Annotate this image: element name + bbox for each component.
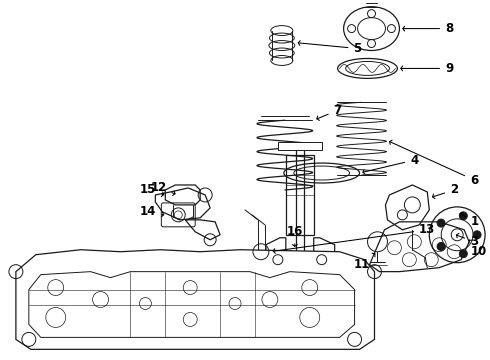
Polygon shape xyxy=(16,250,374,349)
Text: 16: 16 xyxy=(287,225,303,246)
Text: 9: 9 xyxy=(401,62,453,75)
Circle shape xyxy=(437,219,445,227)
Circle shape xyxy=(459,250,467,258)
Circle shape xyxy=(459,212,467,220)
Text: 11: 11 xyxy=(353,253,375,271)
Circle shape xyxy=(437,243,445,251)
Text: 8: 8 xyxy=(403,22,453,35)
Text: 1: 1 xyxy=(460,212,479,228)
Text: 10: 10 xyxy=(469,240,487,258)
Bar xyxy=(286,155,314,235)
Text: 14: 14 xyxy=(140,205,164,219)
Text: 15: 15 xyxy=(140,184,164,197)
Text: 5: 5 xyxy=(298,41,362,55)
Text: 4: 4 xyxy=(363,154,418,174)
Text: 6: 6 xyxy=(390,140,478,186)
Bar xyxy=(278,142,322,150)
Text: 12: 12 xyxy=(150,181,175,195)
Circle shape xyxy=(473,231,481,239)
Text: 2: 2 xyxy=(433,184,458,199)
Text: 7: 7 xyxy=(317,104,342,120)
Text: 3: 3 xyxy=(456,233,478,248)
Text: 13: 13 xyxy=(273,223,436,253)
